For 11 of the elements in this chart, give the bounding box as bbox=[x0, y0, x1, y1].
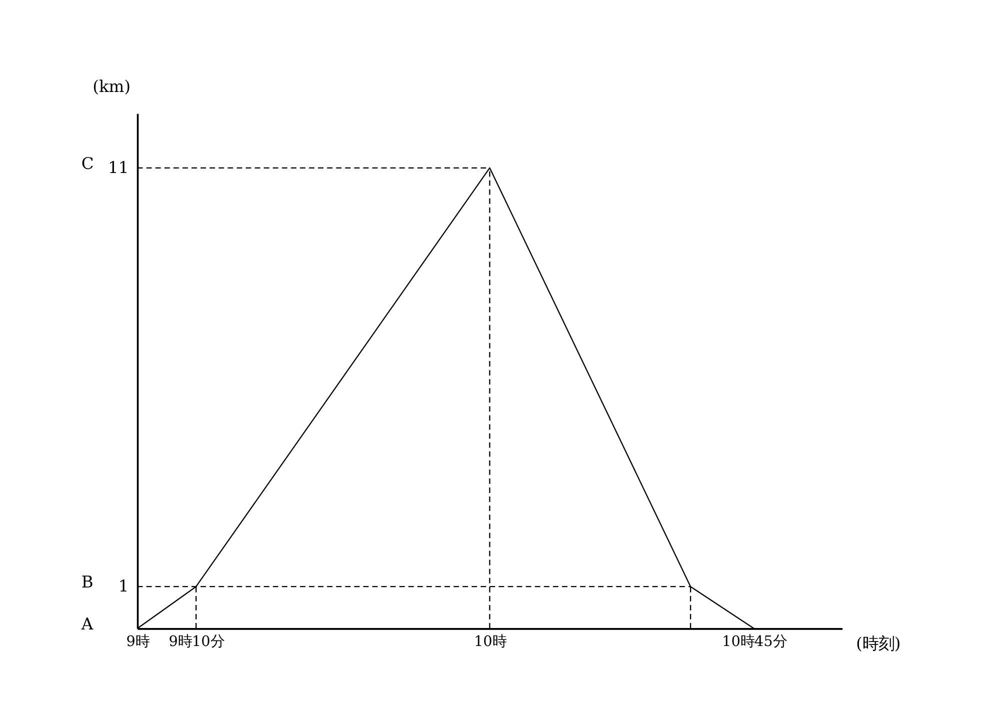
text: C bbox=[81, 154, 94, 173]
x-tick-label: 10時45分 bbox=[722, 634, 787, 650]
text: B bbox=[81, 572, 94, 592]
y-tick-label: 1 bbox=[118, 576, 129, 596]
y-axis-title: (km) bbox=[92, 77, 131, 96]
x-tick-label: 9時 bbox=[126, 634, 150, 650]
text: A bbox=[80, 614, 94, 634]
x-axis-title: (時刻) bbox=[856, 634, 901, 653]
x-tick-label: 9時10分 bbox=[168, 634, 224, 650]
y-tick-label: 11 bbox=[108, 158, 129, 177]
x-tick-label: 10時 bbox=[474, 634, 506, 650]
